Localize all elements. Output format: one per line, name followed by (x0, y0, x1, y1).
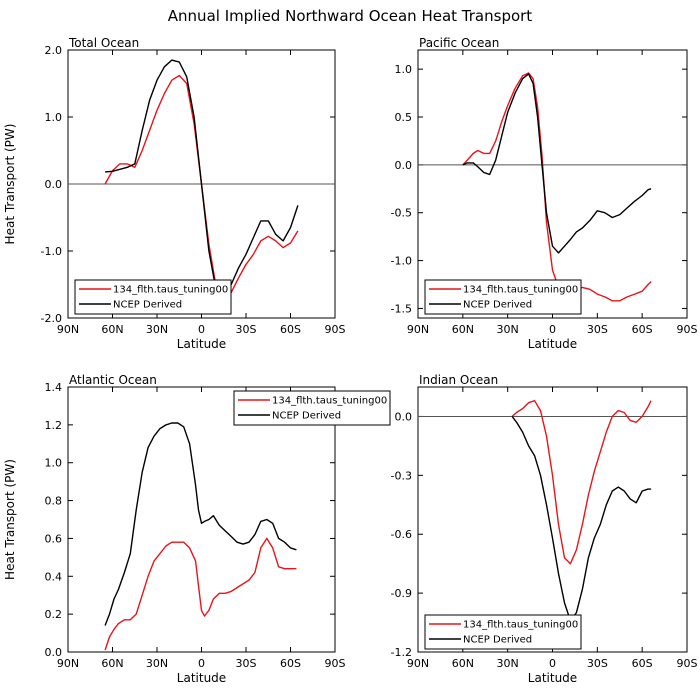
x-axis-label: Latitude (528, 337, 577, 351)
y-tick-label: 0.0 (395, 410, 413, 423)
y-tick-label: 1.4 (45, 381, 63, 394)
legend: 134_flth.taus_tuning00 NCEP Derived (424, 614, 582, 650)
legend-label: NCEP Derived (272, 411, 341, 422)
x-tick-label: 0 (549, 657, 556, 670)
legend-label: NCEP Derived (463, 300, 532, 311)
x-tick-label: 30S (587, 323, 608, 336)
panel-title: Atlantic Ocean (69, 373, 157, 387)
series-line-model (511, 400, 652, 565)
x-tick-label: 90S (677, 657, 698, 670)
x-tick-label: 90S (677, 323, 698, 336)
y-tick-label: -0.5 (391, 207, 412, 220)
x-tick-label: 30N (497, 323, 519, 336)
legend-box (74, 279, 232, 315)
panel-title: Indian Ocean (419, 373, 498, 387)
x-tick-label: 60S (632, 657, 653, 670)
series-line-ncep (105, 59, 299, 296)
legend-box (424, 279, 582, 315)
panel-title: Total Ocean (68, 36, 139, 50)
x-tick-label: 60S (280, 323, 301, 336)
y-tick-label: 0.6 (45, 532, 63, 545)
x-tick-label: 60N (101, 657, 123, 670)
y-axis-label: Heat Transport (PW) (3, 124, 17, 245)
series-line-ncep (104, 422, 297, 626)
plot-frame (417, 386, 688, 653)
x-tick-label: 90N (57, 657, 79, 670)
chart-panel-2: Atlantic Ocean 90N 60N 30N 0 30S 60S 90S 0.0 0.2 0… (3, 373, 391, 685)
y-tick-label: 1.0 (395, 63, 413, 76)
legend-box (233, 390, 391, 426)
y-tick-label: -2.0 (41, 312, 62, 325)
legend-label: 134_flth.taus_tuning00 (113, 285, 228, 296)
y-tick-label: 0.8 (45, 495, 63, 508)
y-tick-label: 0.2 (45, 608, 63, 621)
x-tick-label: 60S (632, 323, 653, 336)
y-tick-label: 0.5 (395, 111, 413, 124)
x-tick-label: 30N (146, 657, 168, 670)
series-line-model (104, 537, 297, 651)
x-tick-label: 0 (549, 323, 556, 336)
legend-box (424, 614, 582, 650)
x-axis-label: Latitude (528, 671, 577, 685)
x-tick-label: 90N (57, 323, 79, 336)
x-tick-label: 90S (325, 323, 346, 336)
x-tick-label: 30N (497, 657, 519, 670)
legend-label: NCEP Derived (113, 300, 182, 311)
x-axis-label: Latitude (177, 671, 226, 685)
y-tick-label: 0.0 (45, 646, 63, 659)
x-axis-label: Latitude (177, 337, 226, 351)
x-tick-label: 60S (280, 657, 301, 670)
x-tick-label: 30S (236, 323, 257, 336)
y-tick-label: 1.0 (45, 111, 63, 124)
plot-frame (67, 386, 336, 653)
y-tick-label: -1.5 (391, 302, 412, 315)
chart-panel-1: Pacific Ocean 90N 60N 30N 0 30S 60S 90S -1.5 -1.0… (391, 36, 698, 351)
chart-panel-3: Indian Ocean 90N 60N 30N 0 30S 60S 90S -1.2 -0.9 -… (391, 373, 698, 685)
legend-label: 134_flth.taus_tuning00 (463, 620, 578, 631)
y-tick-label: 2.0 (45, 44, 63, 57)
y-tick-label: 1.2 (45, 419, 63, 432)
x-tick-label: 30N (146, 323, 168, 336)
legend-label: 134_flth.taus_tuning00 (463, 285, 578, 296)
figure-title: Annual Implied Northward Ocean Heat Tran… (168, 7, 533, 25)
y-tick-label: -0.6 (391, 528, 412, 541)
x-tick-label: 90N (407, 323, 429, 336)
y-tick-label: -1.0 (391, 255, 412, 268)
y-tick-label: -0.9 (391, 587, 412, 600)
panels-container: Total Ocean 90N 60N 30N 0 30S 60S 90S -2.0 -1.0 0.… (3, 36, 698, 685)
legend: 134_flth.taus_tuning00 NCEP Derived (424, 279, 582, 315)
series-line-model (462, 72, 652, 302)
x-tick-label: 90S (325, 657, 346, 670)
x-tick-label: 0 (198, 657, 205, 670)
legend: 134_flth.taus_tuning00 NCEP Derived (233, 390, 391, 426)
y-tick-label: 0.0 (45, 178, 63, 191)
y-tick-label: -1.2 (391, 646, 412, 659)
panel-title: Pacific Ocean (419, 36, 499, 50)
y-tick-label: -0.3 (391, 469, 412, 482)
x-tick-label: 60N (101, 323, 123, 336)
y-tick-label: -1.0 (41, 245, 62, 258)
y-tick-label: 0.4 (45, 570, 63, 583)
x-tick-label: 30S (236, 657, 257, 670)
plot-frame (417, 49, 688, 319)
x-tick-label: 30S (587, 657, 608, 670)
legend: 134_flth.taus_tuning00 NCEP Derived (74, 279, 232, 315)
legend-label: 134_flth.taus_tuning00 (272, 396, 387, 407)
y-tick-label: 0.0 (395, 159, 413, 172)
x-tick-label: 60N (452, 657, 474, 670)
series-line-ncep (462, 73, 652, 254)
chart-panel-0: Total Ocean 90N 60N 30N 0 30S 60S 90S -2.0 -1.0 0.… (3, 36, 346, 351)
x-tick-label: 0 (198, 323, 205, 336)
series-line-ncep (511, 415, 652, 622)
x-tick-label: 60N (452, 323, 474, 336)
y-axis-label: Heat Transport (PW) (3, 459, 17, 580)
x-tick-label: 90N (407, 657, 429, 670)
y-tick-label: 1.0 (45, 457, 63, 470)
legend-label: NCEP Derived (463, 635, 532, 646)
